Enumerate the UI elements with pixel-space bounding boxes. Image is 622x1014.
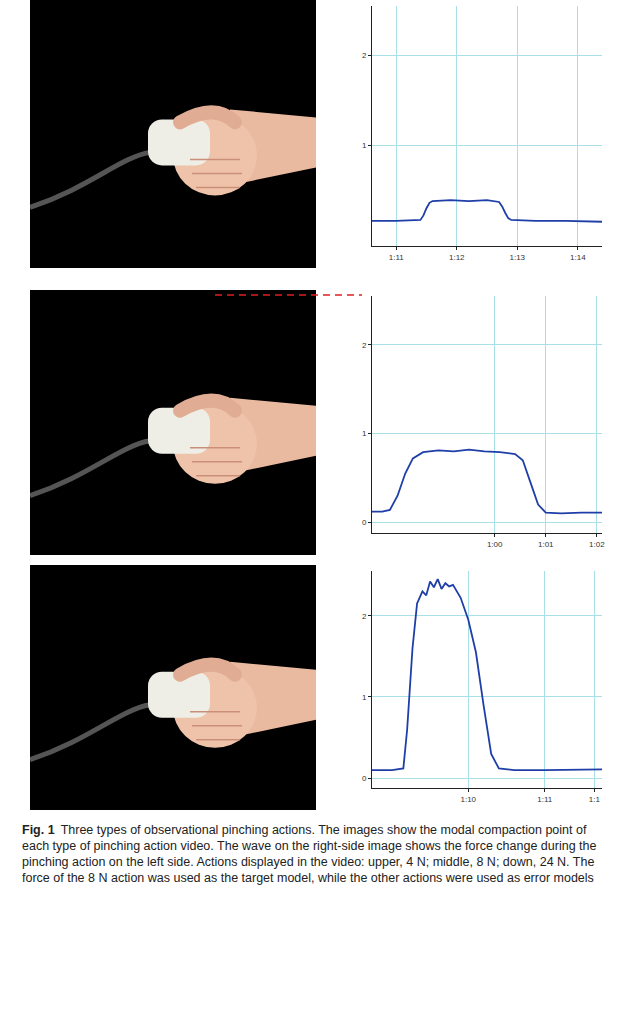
svg-text:1: 1	[362, 429, 367, 438]
svg-text:1:1: 1:1	[589, 795, 601, 804]
svg-text:2: 2	[362, 341, 367, 350]
svg-text:1:11: 1:11	[389, 253, 405, 262]
svg-text:1:12: 1:12	[449, 253, 465, 262]
svg-text:0: 0	[362, 774, 367, 783]
svg-text:2: 2	[362, 612, 367, 621]
html-text:Fig. 1: Fig. 1	[22, 823, 55, 837]
svg-text:1:13: 1:13	[509, 253, 525, 262]
svg-text:1: 1	[362, 693, 367, 702]
svg-text:1:14: 1:14	[570, 253, 586, 262]
svg-text:1:02: 1:02	[589, 540, 605, 549]
html-text:Three types of observational p: Three types of observational pinching ac…	[22, 823, 597, 885]
svg-text:0: 0	[362, 518, 367, 527]
svg-text:2: 2	[362, 51, 367, 60]
svg-text:1: 1	[362, 141, 367, 150]
svg-text:1:11: 1:11	[537, 795, 553, 804]
svg-text:1:00: 1:00	[487, 540, 503, 549]
svg-text:1:10: 1:10	[460, 795, 476, 804]
svg-text:1:01: 1:01	[538, 540, 554, 549]
